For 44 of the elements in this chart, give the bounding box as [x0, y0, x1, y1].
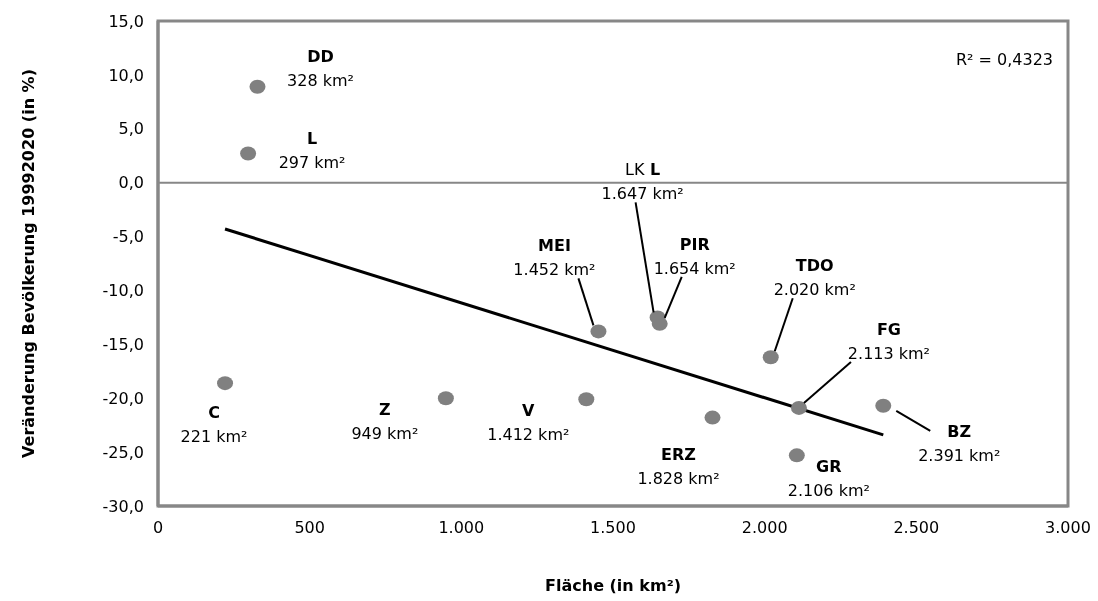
annotation: ERZ 1.828 km²	[637, 444, 720, 488]
point	[875, 398, 892, 413]
x-axis-title: Fläche (in km²)	[545, 576, 681, 595]
annotation: BZ 2.391 km²	[918, 421, 1001, 465]
point	[249, 79, 266, 94]
point	[790, 400, 807, 415]
y-tick-label: 10,0	[108, 65, 144, 85]
point	[762, 350, 779, 365]
point	[590, 324, 607, 339]
x-tick-label: 1.000	[438, 518, 485, 538]
x-tick-label: 500	[294, 518, 325, 538]
x-tick-label: 1.500	[590, 518, 636, 538]
y-tick-label: 0,0	[118, 173, 144, 193]
x-tick-label: 2.500	[893, 518, 940, 538]
annotation: V 1.412 km²	[487, 401, 570, 445]
annotation: Z 949 km²	[351, 400, 419, 444]
annotation: DD 328 km²	[287, 46, 354, 90]
point	[704, 410, 721, 425]
y-tick-label: 15,0	[108, 11, 144, 31]
annotation: MEI 1.452 km²	[513, 236, 596, 280]
x-tick-label: 3.000	[1045, 518, 1091, 538]
y-axis-title: Veränderung Bevölkerung 19992020 (in %)	[19, 69, 38, 458]
point	[437, 391, 454, 406]
point	[788, 448, 805, 463]
annotation: GR 2.106 km²	[787, 457, 870, 501]
annotation: C 221 km²	[180, 403, 248, 447]
y-tick-label: -25,0	[102, 442, 144, 462]
point	[217, 376, 234, 391]
y-tick-label: -20,0	[102, 388, 144, 408]
y-tick-label: -30,0	[102, 496, 144, 516]
annotation: TDO 2.020 km²	[773, 256, 856, 300]
y-tick-label: -15,0	[102, 335, 144, 355]
annotation: PIR 1.654 km²	[653, 234, 736, 278]
x-tick-label: 2.000	[741, 518, 788, 538]
annotation: L 297 km²	[278, 128, 346, 172]
y-tick-label: -10,0	[102, 281, 144, 301]
y-tick-label: -5,0	[112, 227, 144, 247]
point	[240, 146, 257, 161]
x-tick-label: 0	[152, 518, 164, 538]
annotation: FG 2.113 km²	[847, 319, 931, 363]
point	[578, 392, 595, 407]
y-tick-label: 5,0	[118, 119, 144, 139]
annotation: R² = 0,4323	[955, 50, 1053, 69]
annotation: LK L 1.647 km²	[601, 160, 684, 204]
